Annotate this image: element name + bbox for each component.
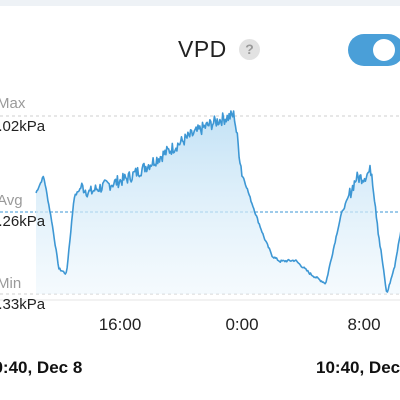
xtick-label: 16:00 bbox=[98, 315, 142, 334]
toggle-knob bbox=[373, 39, 395, 61]
metric-title: VPD bbox=[178, 36, 227, 62]
avg-value: 1.26kPa bbox=[0, 213, 46, 230]
xtick-label: 8:00 bbox=[347, 315, 381, 334]
range-end: 10:40, Dec 9 bbox=[316, 358, 400, 377]
vpd-line bbox=[35, 110, 400, 293]
metric-toggle[interactable] bbox=[348, 34, 400, 66]
min-value: 0.33kPa bbox=[0, 296, 46, 313]
top-divider bbox=[0, 0, 400, 6]
xtick-label: 0:00 bbox=[225, 315, 259, 334]
min-label: Min bbox=[0, 275, 22, 292]
max-label: Max bbox=[0, 95, 26, 112]
avg-label: Avg bbox=[0, 192, 23, 209]
max-value: 2.02kPa bbox=[0, 118, 46, 135]
help-icon[interactable]: ? bbox=[239, 39, 260, 60]
range-start: 10:40, Dec 8 bbox=[0, 358, 83, 377]
vpd-area bbox=[36, 111, 400, 294]
